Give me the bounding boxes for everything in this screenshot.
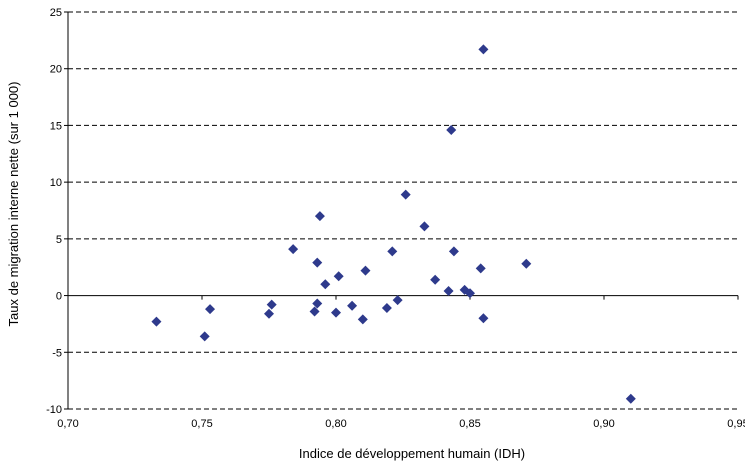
data-point [443,286,454,297]
data-point [309,306,320,317]
gridlines [68,11,738,410]
data-point [625,393,636,404]
data-point [333,271,344,282]
data-point [266,299,277,310]
data-point [331,307,341,318]
data-point [448,246,459,257]
data-point [446,124,457,135]
y-axis-title: Taux de migration interne nette (sur 1 0… [6,82,21,327]
data-point [312,257,323,268]
data-point [205,304,216,315]
x-tick-label: 0,80 [325,418,346,430]
y-tick-label: -5 [52,347,62,359]
x-tick-label: 0,90 [593,418,614,430]
data-point [430,274,441,285]
axes [64,11,739,410]
data-point [387,246,398,257]
y-tick-label: 25 [50,7,62,19]
data-point [478,313,489,324]
data-point [381,303,392,314]
data-point [347,300,358,311]
x-tick-label: 0,75 [191,418,212,430]
data-point [478,44,489,55]
y-tick-label: 10 [50,177,62,189]
data-point [312,298,323,309]
data-point [320,279,331,290]
data-point [400,189,411,200]
data-point [314,211,325,222]
data-point [521,258,532,269]
data-point [419,221,430,232]
data-points [151,44,636,404]
data-point [151,316,162,327]
y-tick-label: 15 [50,120,62,132]
tick-labels: -10 -5 0 5 10 15 20 25 0,70 0,75 0,80 0,85 0,90 0,95 [46,7,745,430]
x-tick-label: 0,95 [727,418,745,430]
data-point [288,244,299,255]
y-tick-label: 0 [56,291,62,303]
data-point [392,295,403,306]
data-point [475,263,486,274]
data-point [357,314,368,325]
x-axis-title: Indice de développement humain (IDH) [299,446,525,461]
data-point [199,331,210,342]
data-point [360,265,371,276]
x-tick-label: 0,85 [459,418,480,430]
y-tick-label: 5 [56,234,62,246]
y-tick-label: 20 [50,64,62,76]
y-tick-label: -10 [46,404,62,416]
data-point [264,308,274,319]
data-point [465,288,475,299]
x-tick-label: 0,70 [57,418,78,430]
